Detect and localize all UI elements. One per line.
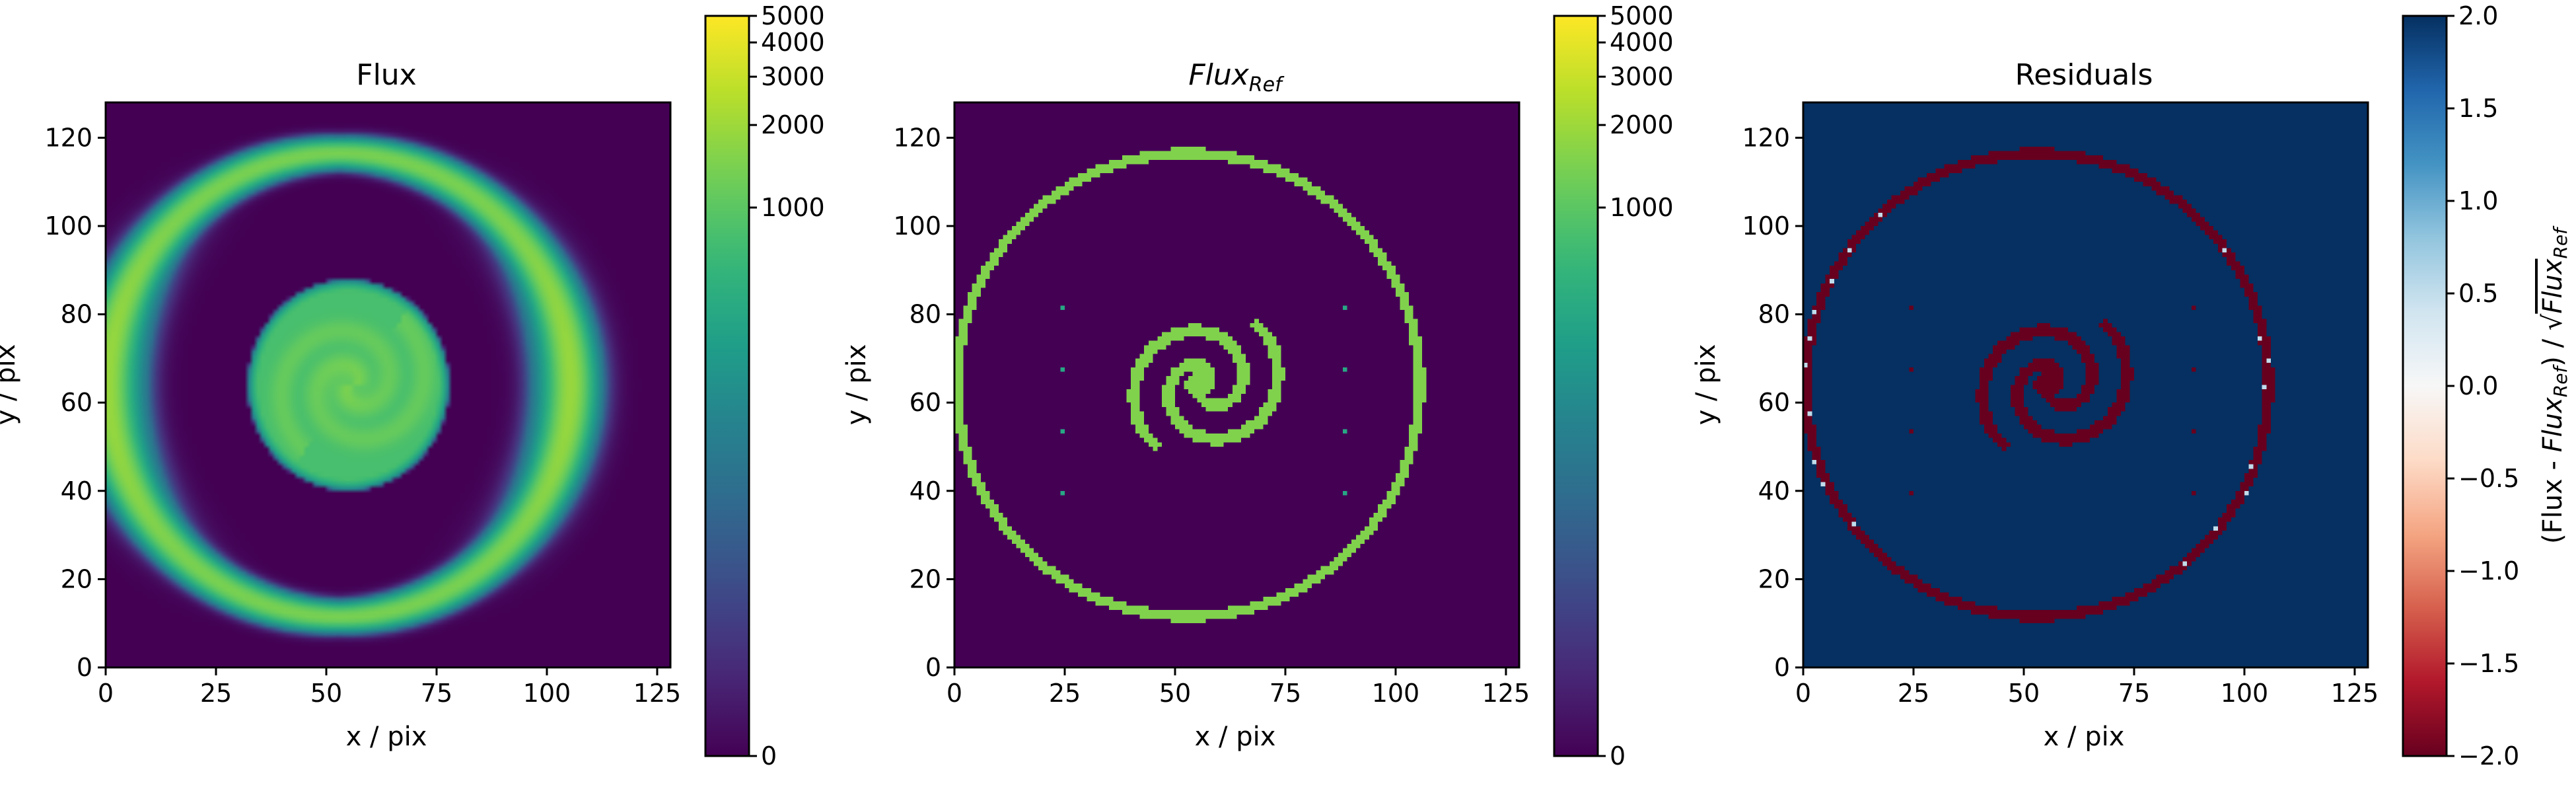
x-tick-label: 100 <box>1372 679 1420 708</box>
ylabel-residuals: y / pix <box>1691 344 1721 426</box>
ticks-flux-ref: 0 25 50 75 100 125 0 20 40 60 80 100 120 <box>893 123 1530 708</box>
colorbar-tick-label: 5000 <box>761 1 825 30</box>
x-tick-label: 0 <box>947 679 962 708</box>
x-tick-label: 50 <box>2008 679 2040 708</box>
x-tick-label: 25 <box>1898 679 1929 708</box>
colorbar-tick-label: 2000 <box>1610 110 1674 139</box>
ticks-residuals: 0 25 50 75 100 125 0 20 40 60 80 100 120 <box>1742 123 2379 708</box>
x-tick-label: 50 <box>310 679 342 708</box>
panel-flux: Flux 0 25 50 75 100 125 0 20 40 60 80 100 120 x / pi… <box>0 1 825 771</box>
y-tick-label: 40 <box>910 476 941 506</box>
y-tick-label: 100 <box>893 211 941 241</box>
x-tick-label: 25 <box>200 679 232 708</box>
panel-flux-ref: FluxRef 0 25 50 75 100 125 0 20 40 60 80 100 120 x /… <box>841 1 1674 771</box>
x-tick-label: 100 <box>523 679 571 708</box>
x-tick-label: 75 <box>421 679 452 708</box>
x-tick-label: 75 <box>2118 679 2150 708</box>
x-tick-label: 50 <box>1159 679 1191 708</box>
y-tick-label: 80 <box>61 300 92 329</box>
colorbar-tick-label: 5000 <box>1610 1 1674 30</box>
x-tick-label: 100 <box>2221 679 2269 708</box>
heatmap-flux-ref <box>954 102 1519 667</box>
colorbar-ticks-residuals: −2.0 −1.5 −1.0 −0.5 0.0 0.5 1.0 1.5 2.0 <box>2447 1 2519 771</box>
colorbar-tick-label: 3000 <box>761 62 825 91</box>
y-tick-label: 60 <box>910 388 941 417</box>
y-tick-label: 0 <box>925 653 941 682</box>
y-tick-label: 60 <box>61 388 92 417</box>
colorbar-tick-label: 1.5 <box>2458 94 2498 123</box>
y-tick-label: 40 <box>1758 476 1790 506</box>
colorbar-tick-label: 0 <box>1610 741 1626 771</box>
colorbar-tick-label: 3000 <box>1610 62 1674 91</box>
y-tick-label: 100 <box>1742 211 1790 241</box>
colorbar-tick-label: 4000 <box>1610 28 1674 57</box>
colorbar-flux <box>704 15 750 757</box>
y-tick-label: 20 <box>910 564 941 593</box>
colorbar-tick-label: −1.5 <box>2458 649 2519 678</box>
x-tick-label: 0 <box>1795 679 1811 708</box>
ylabel-flux: y / pix <box>0 344 21 426</box>
x-tick-label: 75 <box>1270 679 1301 708</box>
colorbar-tick-label: 0 <box>761 741 777 771</box>
y-tick-label: 120 <box>44 123 92 152</box>
xlabel-residuals: x / pix <box>2044 722 2125 752</box>
y-tick-label: 40 <box>61 476 92 506</box>
colorbar-tick-label: 0.0 <box>2458 371 2498 400</box>
y-tick-label: 20 <box>1758 564 1790 593</box>
x-tick-label: 125 <box>1482 679 1530 708</box>
x-tick-label: 0 <box>98 679 114 708</box>
colorbar-tick-label: −2.0 <box>2458 741 2519 771</box>
colorbar-tick-label: 1.0 <box>2458 186 2498 215</box>
ticks-flux: 0 25 50 75 100 125 0 20 40 60 80 100 120 <box>44 123 681 708</box>
colorbar-label-residuals: (Flux - FluxRef) / √FluxRef <box>2538 225 2571 544</box>
y-tick-label: 120 <box>1742 123 1790 152</box>
x-tick-label: 125 <box>2331 679 2379 708</box>
colorbar-tick-label: 0.5 <box>2458 279 2498 308</box>
colorbar-residuals <box>2402 15 2448 757</box>
axes-frame-flux-ref <box>953 101 1521 669</box>
colorbar-tick-label: 1000 <box>761 193 825 222</box>
y-tick-label: 100 <box>44 211 92 241</box>
axes-frame-residuals <box>1802 101 2369 669</box>
title-flux-ref: FluxRef <box>1188 58 1285 96</box>
colorbar-flux-ref <box>1553 15 1599 757</box>
heatmap-residuals <box>1803 102 2368 667</box>
y-tick-label: 20 <box>61 564 92 593</box>
colorbar-tick-label: 2.0 <box>2458 1 2498 30</box>
y-tick-label: 120 <box>893 123 941 152</box>
y-tick-label: 80 <box>1758 300 1790 329</box>
colorbar-tick-label: −0.5 <box>2458 464 2519 493</box>
colorbar-tick-label: 2000 <box>761 110 825 139</box>
x-tick-label: 25 <box>1049 679 1081 708</box>
xlabel-flux: x / pix <box>346 722 427 752</box>
y-tick-label: 0 <box>77 653 92 682</box>
title-residuals: Residuals <box>2015 58 2153 92</box>
x-tick-label: 125 <box>633 679 682 708</box>
ylabel-flux-ref: y / pix <box>841 344 872 426</box>
heatmap-flux <box>106 102 670 667</box>
xlabel-flux-ref: x / pix <box>1195 722 1276 752</box>
panel-residuals: Residuals 0 25 50 75 100 125 0 20 40 60 80 100 120 x… <box>1691 1 2571 771</box>
colorbar-tick-label: −1.0 <box>2458 556 2519 585</box>
y-tick-label: 80 <box>910 300 941 329</box>
colorbar-tick-label: 1000 <box>1610 193 1674 222</box>
axes-frame-flux <box>104 101 672 669</box>
title-flux: Flux <box>356 58 416 92</box>
y-tick-label: 60 <box>1758 388 1790 417</box>
colorbar-tick-label: 4000 <box>761 28 825 57</box>
y-tick-label: 0 <box>1774 653 1790 682</box>
